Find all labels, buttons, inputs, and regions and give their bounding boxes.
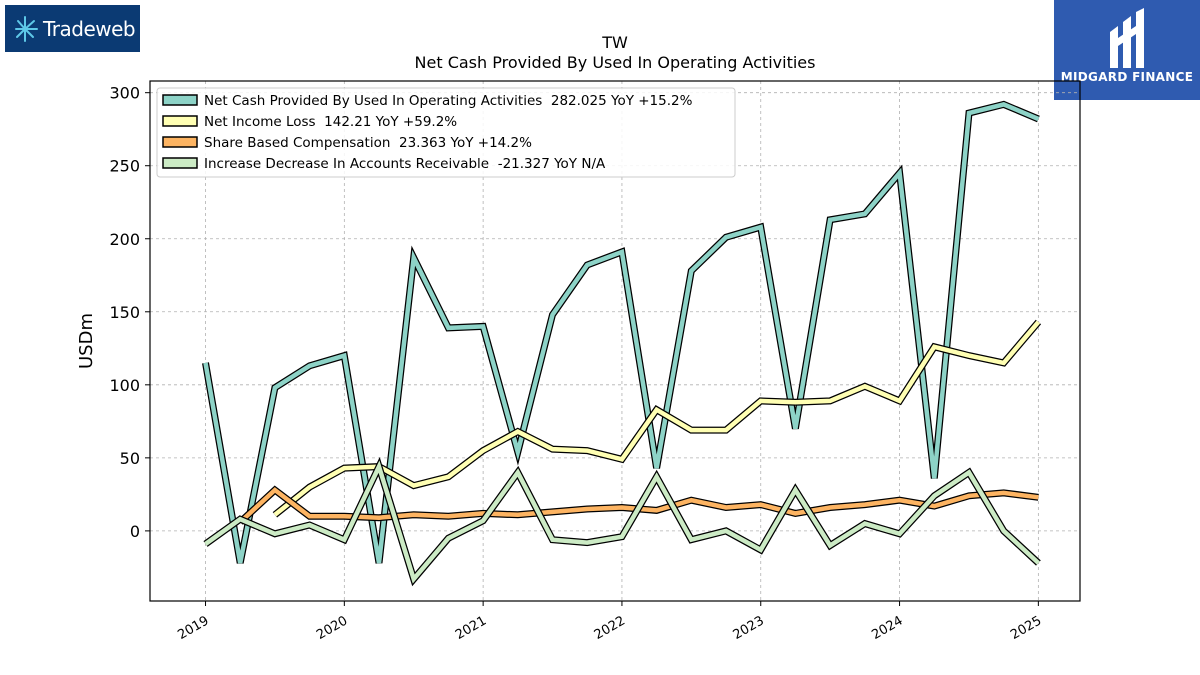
legend-swatch-4 <box>162 157 198 169</box>
legend: Net Cash Provided By Used In Operating A… <box>156 87 736 178</box>
y-tick-label-2: 100 <box>109 376 140 395</box>
legend-label-3: Share Based Compensation 23.363 YoY +14.… <box>204 135 532 151</box>
y-axis: 0 50 100 150 200 250 300 <box>109 84 150 541</box>
tradeweb-star-icon <box>15 15 38 42</box>
y-tick-label-1: 50 <box>120 449 140 468</box>
y-tick-label-3: 150 <box>109 303 140 322</box>
tradeweb-logo-text: Tradeweb <box>43 16 136 41</box>
legend-label-4: Increase Decrease In Accounts Receivable… <box>204 156 606 172</box>
legend-swatch-3 <box>162 136 198 148</box>
legend-box <box>156 87 736 178</box>
x-tick-label-6: 2025 <box>1008 613 1044 643</box>
series-1 <box>202 100 1040 564</box>
midgard-finance-logo: MIDGARD FINANCE <box>1054 0 1200 100</box>
series-lines <box>202 100 1042 587</box>
y-axis-label: USDm <box>76 313 97 369</box>
y-tick-label-5: 250 <box>109 157 140 176</box>
series-1-line <box>203 102 1040 564</box>
x-tick-label-3: 2022 <box>592 613 628 643</box>
legend-label-1: Net Cash Provided By Used In Operating A… <box>204 93 693 109</box>
legend-swatch-2 <box>162 115 198 127</box>
x-axis: 2019 2020 2021 2022 2023 2024 2025 <box>175 601 1044 643</box>
midgard-logo-text: MIDGARD FINANCE <box>1060 70 1194 84</box>
x-tick-label-4: 2023 <box>731 613 767 643</box>
y-tick-label-4: 200 <box>109 230 140 249</box>
plot-frame <box>149 80 1081 602</box>
x-tick-label-0: 2019 <box>175 613 211 643</box>
y-tick-label-0: 0 <box>130 522 140 541</box>
chart-subtitle: Net Cash Provided By Used In Operating A… <box>415 53 816 72</box>
x-tick-label-2: 2021 <box>453 613 489 643</box>
legend-label-2: Net Income Loss 142.21 YoY +59.2% <box>204 114 457 130</box>
midgard-mark-icon <box>1110 8 1144 68</box>
series-2 <box>272 319 1042 518</box>
chart-title: TW <box>601 33 628 52</box>
series-2-line <box>273 320 1041 517</box>
series-4-line <box>204 460 1040 584</box>
legend-swatch-1 <box>162 94 198 106</box>
y-tick-label-6: 300 <box>109 84 140 103</box>
tradeweb-logo: Tradeweb <box>5 5 140 52</box>
x-tick-label-1: 2020 <box>314 613 350 643</box>
series-4 <box>203 456 1041 587</box>
x-tick-label-5: 2024 <box>869 613 905 643</box>
